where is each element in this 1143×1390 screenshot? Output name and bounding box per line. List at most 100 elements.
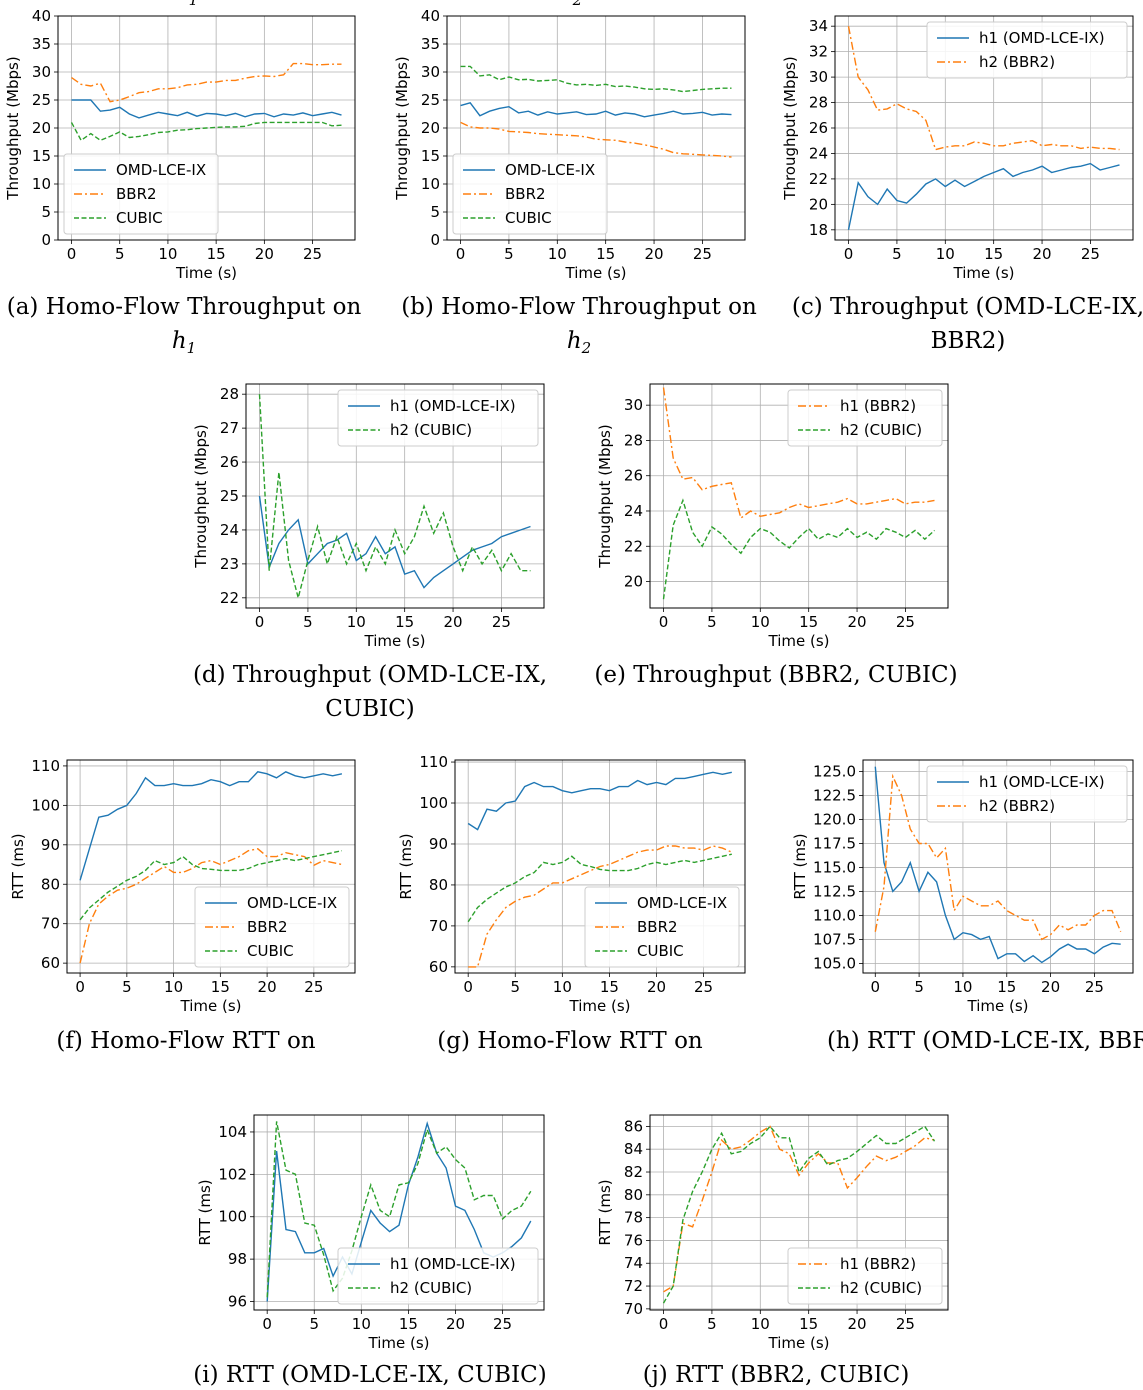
x-tick-label: 0	[870, 978, 880, 996]
x-tick-label: 5	[122, 978, 132, 996]
subplot-caption: (e) Throughput (BBR2, CUBIC)	[594, 662, 957, 688]
y-tick-label: 74	[624, 1254, 643, 1272]
caption-subscript: 1	[189, 0, 199, 9]
x-axis-label: Time (s)	[967, 997, 1029, 1015]
x-axis-label: Time (s)	[364, 632, 426, 650]
x-tick-label: 15	[600, 978, 619, 996]
y-tick-label: 30	[32, 63, 51, 81]
y-tick-label: 107.5	[813, 930, 856, 948]
y-tick-label: 10	[32, 175, 51, 193]
legend-label: BBR2	[247, 918, 288, 936]
y-tick-label: 22	[624, 537, 643, 555]
legend: h1 (BBR2) h2 (CUBIC)	[787, 1247, 943, 1305]
x-tick-label: 10	[936, 245, 955, 263]
y-tick-label: 20	[809, 195, 828, 213]
y-tick-label: 110	[31, 757, 60, 775]
y-tick-label: 70	[41, 915, 60, 933]
y-tick-label: 30	[809, 68, 828, 86]
y-tick-label: 90	[429, 835, 448, 853]
x-tick-label: 5	[309, 1315, 319, 1333]
caption-main: h	[558, 0, 573, 6]
legend-label: CUBIC	[116, 209, 163, 227]
subplot-caption-line2: BBR2)	[931, 328, 1006, 354]
x-tick-label: 20	[1041, 978, 1060, 996]
series-line-omd-lce-ix	[79, 771, 343, 881]
y-tick-label: 0	[430, 231, 440, 249]
y-axis-label: RTT (ms)	[9, 833, 27, 899]
series-line-bbr2	[460, 121, 732, 158]
y-axis-label: Throughput (Mbps)	[393, 56, 411, 200]
caption-main: h	[174, 0, 189, 6]
y-tick-label: 35	[421, 35, 440, 53]
caption-main: BBR2)	[931, 328, 1006, 354]
legend-label: h2 (CUBIC)	[390, 1279, 472, 1297]
y-tick-label: 104	[218, 1123, 247, 1141]
x-tick-label: 5	[504, 245, 514, 263]
series-line-h2-cubic	[662, 498, 935, 600]
x-tick-label: 0	[262, 1315, 272, 1333]
x-tick-label: 10	[751, 1315, 770, 1333]
x-tick-label: 10	[352, 1315, 371, 1333]
x-axis-label: Time (s)	[368, 1334, 430, 1352]
legend: OMD-LCE-IX BBR2 CUBIC	[63, 153, 219, 235]
series-line-h2-bbr2	[847, 26, 1120, 151]
axes-frame	[862, 759, 1134, 974]
legend-label: OMD-LCE-IX	[505, 161, 595, 179]
y-tick-label: 30	[421, 63, 440, 81]
series-line-cubic	[79, 850, 343, 921]
y-tick-label: 110.0	[813, 906, 856, 924]
series-line-cubic	[460, 65, 732, 93]
series-line-bbr2	[79, 848, 343, 964]
x-axis-label: Time (s)	[953, 264, 1015, 282]
y-tick-label: 117.5	[813, 834, 856, 852]
legend-label: OMD-LCE-IX	[637, 894, 727, 912]
legend: h1 (BBR2) h2 (CUBIC)	[787, 389, 943, 447]
y-tick-label: 82	[624, 1163, 643, 1181]
legend: h1 (OMD-LCE-IX) h2 (CUBIC)	[337, 1247, 539, 1305]
legend: OMD-LCE-IX BBR2 CUBIC	[452, 153, 608, 235]
caption-main: h	[172, 328, 187, 354]
y-tick-label: 25	[421, 91, 440, 109]
x-tick-label: 25	[1081, 245, 1100, 263]
x-tick-label: 25	[896, 613, 915, 631]
y-tick-label: 10	[421, 175, 440, 193]
series-line-bbr2	[71, 62, 342, 103]
subplot-caption: (g) Homo-Flow RTT on	[437, 1028, 703, 1054]
y-axis-label: RTT (ms)	[596, 1179, 614, 1245]
y-tick-label: 120.0	[813, 810, 856, 828]
y-tick-label: 112.5	[813, 882, 856, 900]
legend-box	[63, 153, 219, 235]
legend-label: h1 (BBR2)	[840, 1255, 916, 1273]
x-axis-label: Time (s)	[180, 997, 242, 1015]
x-tick-label: 5	[892, 245, 902, 263]
x-tick-label: 20	[258, 978, 277, 996]
legend: OMD-LCE-IX BBR2 CUBIC	[584, 886, 740, 968]
legend-label: BBR2	[116, 185, 157, 203]
x-tick-label: 0	[255, 613, 265, 631]
x-tick-label: 20	[444, 613, 463, 631]
y-axis-label: RTT (ms)	[397, 833, 415, 899]
axes-frame	[649, 1114, 949, 1311]
x-tick-label: 20	[647, 978, 666, 996]
y-tick-label: 98	[228, 1250, 247, 1268]
subplot-e: 0 5 10 15 20 25 20 22 24 26 28 30 Time (s) Throughput…	[594, 383, 958, 688]
subplot-caption: (f) Homo-Flow RTT on	[56, 1028, 315, 1054]
y-tick-label: 70	[624, 1300, 643, 1318]
subplot-caption: (i) RTT (OMD-LCE-IX, CUBIC)	[193, 1362, 546, 1388]
x-tick-label: 20	[446, 1315, 465, 1333]
y-tick-label: 22	[220, 589, 239, 607]
x-axis-label: Time (s)	[565, 264, 627, 282]
legend-label: OMD-LCE-IX	[247, 894, 337, 912]
legend-label: BBR2	[505, 185, 546, 203]
x-tick-label: 25	[492, 613, 511, 631]
y-tick-label: 26	[809, 119, 828, 137]
y-tick-label: 86	[624, 1117, 643, 1135]
legend-box	[926, 21, 1128, 79]
subplot-caption-line2: h1	[174, 0, 198, 9]
x-tick-label: 25	[304, 978, 323, 996]
y-tick-label: 25	[32, 91, 51, 109]
subplot-caption: (j) RTT (BBR2, CUBIC)	[643, 1362, 910, 1388]
y-tick-label: 24	[624, 502, 643, 520]
legend-box	[926, 765, 1128, 823]
